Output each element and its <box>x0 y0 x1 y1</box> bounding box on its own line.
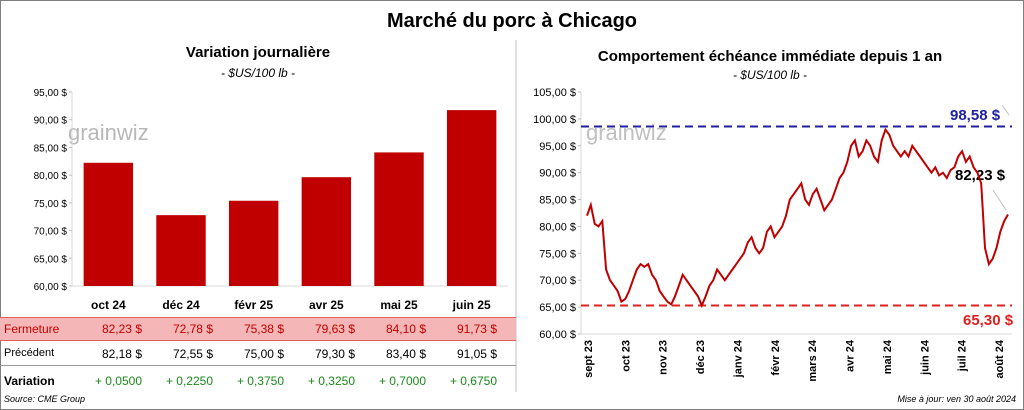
bar-category-label: mai 25 <box>380 298 418 312</box>
bar <box>301 177 352 286</box>
bar-category-label: avr 25 <box>309 298 344 312</box>
table-cell: + 0,3250 <box>307 374 355 388</box>
max-label-leader <box>1001 104 1010 116</box>
line-x-tick-label: mai 24 <box>882 339 894 374</box>
bar-y-tick-label: 70,00 $ <box>34 227 68 238</box>
max-label: 98,58 $ <box>950 107 1001 124</box>
line-x-tick-label: juin 24 <box>919 339 931 376</box>
line-x-tick-label: juil 24 <box>957 339 969 372</box>
last-value-label: 82,23 $ <box>955 167 1006 184</box>
table-cell: 83,40 $ <box>385 347 426 361</box>
table-cell: 82,23 $ <box>101 322 142 336</box>
right-watermark: grainwiz <box>586 120 667 145</box>
bar <box>83 162 134 286</box>
bar <box>156 215 206 286</box>
line-y-tick-label: 65,00 $ <box>539 302 576 314</box>
table-row-precedent: Précédent 82,18 $ 72,55 $ 75,00 $ 79,30 … <box>0 343 516 366</box>
line-x-tick-label: déc 23 <box>695 340 707 374</box>
line-x-tick-label: avr 24 <box>845 339 857 372</box>
line-x-tick-label: août 24 <box>994 339 1006 378</box>
bar <box>374 152 424 286</box>
left-chart-title: Variation journalière <box>185 44 331 61</box>
line-x-tick-label: févr 24 <box>770 339 782 375</box>
bar <box>446 110 497 286</box>
table-cell: 72,55 $ <box>172 347 213 361</box>
table-cell: 84,10 $ <box>385 322 426 336</box>
bar-y-tick-label: 80,00 $ <box>34 171 68 182</box>
bar-y-tick-label: 95,00 $ <box>34 88 68 99</box>
line-y-tick-label: 85,00 $ <box>539 195 576 207</box>
line-x-tick-label: janv 24 <box>732 339 744 378</box>
line-y-tick-label: 75,00 $ <box>539 248 576 260</box>
min-label: 65,30 $ <box>963 312 1014 329</box>
source-note: Source: CME Group <box>4 394 86 404</box>
bar-y-tick-label: 85,00 $ <box>34 143 68 154</box>
bar-category-label: févr 25 <box>234 298 273 312</box>
line-x-tick-label: oct 23 <box>620 340 632 372</box>
table-cell: + 0,6750 <box>449 374 497 388</box>
table-cell: 72,78 $ <box>172 322 213 336</box>
line-y-tick-label: 80,00 $ <box>539 221 576 233</box>
bar-y-tick-label: 65,00 $ <box>34 254 68 265</box>
bar-category-label: déc 24 <box>162 298 200 312</box>
bar-chart: grainwiz 60,00 $ 65,00 $ 70,00 $ 75,00 $ 80,… <box>34 88 508 312</box>
right-chart-title: Comportement échéance immédiate depuis 1… <box>597 48 943 65</box>
line-y-tick-label: 90,00 $ <box>539 168 576 180</box>
bar-category-label: juin 25 <box>452 298 491 312</box>
table-cell: 75,00 $ <box>243 347 284 361</box>
bar-y-tick-label: 60,00 $ <box>34 282 68 293</box>
line-y-tick-label: 60,00 $ <box>539 329 576 341</box>
bar-y-tick-label: 75,00 $ <box>34 199 68 210</box>
table-cell: + 0,2250 <box>165 374 213 388</box>
row-label: Fermeture <box>4 322 60 336</box>
table-cell: 75,38 $ <box>243 322 284 336</box>
line-x-tick-label: mars 24 <box>807 339 819 381</box>
table-cell: 91,05 $ <box>456 347 497 361</box>
table-row-variation: Variation + 0,0500 + 0,2250 + 0,3750 + 0… <box>0 370 516 392</box>
row-label: Variation <box>4 374 55 388</box>
main-title: Marché du porc à Chicago <box>386 10 638 32</box>
line-y-tick-label: 105,00 $ <box>533 87 576 99</box>
table-cell: 91,73 $ <box>456 322 497 336</box>
update-note: Mise à jour: ven 30 août 2024 <box>897 394 1016 404</box>
left-chart-subtitle: - $US/100 lb - <box>220 66 296 80</box>
table-cell: 79,63 $ <box>314 322 355 336</box>
line-y-tick-label: 100,00 $ <box>533 114 576 126</box>
line-chart: grainwiz 98,58 $ 82,23 $ 65,30 $ 60,00 $… <box>533 87 1014 382</box>
table-cell: + 0,3750 <box>236 374 284 388</box>
line-y-tick-label: 95,00 $ <box>539 141 576 153</box>
row-label: Précédent <box>4 347 55 359</box>
left-watermark: grainwiz <box>68 120 149 145</box>
table-cell: + 0,0500 <box>94 374 142 388</box>
line-x-tick-label: nov 23 <box>658 340 670 375</box>
bar-category-label: oct 24 <box>91 298 126 312</box>
table-cell: 79,30 $ <box>314 347 355 361</box>
table-row-fermeture: Fermeture 82,23 $ 72,78 $ 75,38 $ 79,63 … <box>0 317 516 341</box>
right-chart-subtitle: - $US/100 lb - <box>732 68 808 82</box>
table-cell: + 0,7000 <box>378 374 426 388</box>
table-cell: 82,18 $ <box>101 347 142 361</box>
price-series-line <box>586 127 1009 309</box>
line-y-tick-label: 70,00 $ <box>539 275 576 287</box>
bar <box>228 200 279 286</box>
last-label-leader <box>992 189 1007 211</box>
bar-y-tick-label: 90,00 $ <box>34 116 68 127</box>
line-x-tick-label: sept 23 <box>583 340 595 378</box>
